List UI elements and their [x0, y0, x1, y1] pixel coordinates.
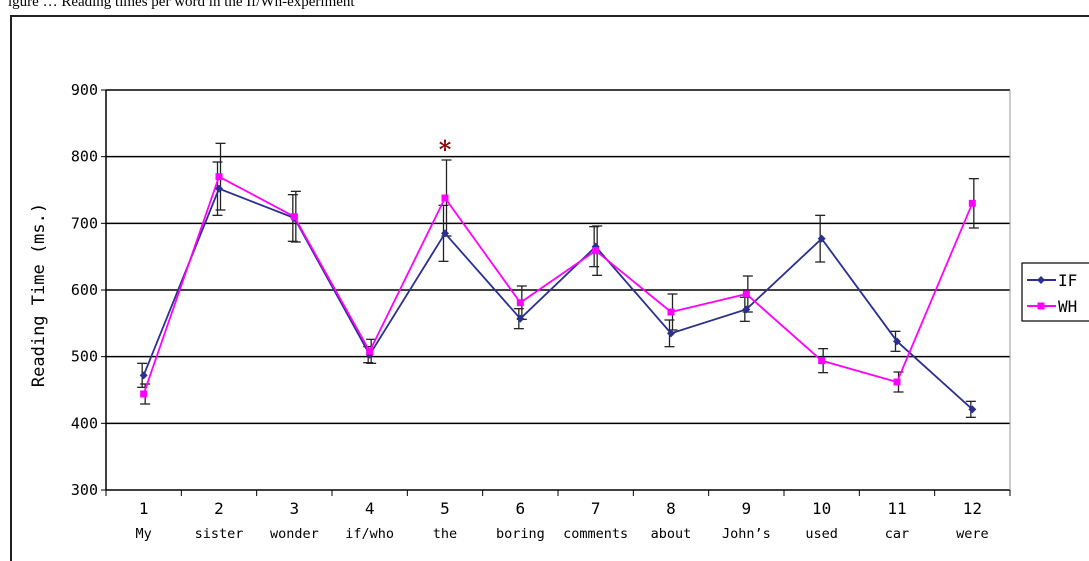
y-tick-label: 900 — [71, 81, 98, 99]
x-word-label: about — [651, 526, 692, 542]
legend-box — [1021, 262, 1089, 322]
significance-asterisk: * — [439, 135, 452, 164]
x-tick-label: 1 — [139, 499, 149, 518]
data-point-wh — [290, 213, 298, 221]
x-word-label: sister — [195, 526, 244, 542]
x-tick-label: 9 — [742, 499, 752, 518]
figure-caption: igure … Reading times per word in the If… — [8, 0, 355, 10]
x-word-label: John’s — [722, 526, 771, 542]
x-word-label: were — [956, 526, 989, 542]
annotations: * — [439, 135, 452, 164]
x-tick-label: 10 — [812, 499, 831, 518]
y-tick-label: 800 — [71, 148, 98, 166]
legend-label-if: IF — [1058, 271, 1077, 290]
y-tick-label: 400 — [71, 414, 98, 432]
y-tick-label: 500 — [71, 348, 98, 366]
data-point-wh — [742, 290, 750, 298]
x-tick-label: 4 — [365, 499, 375, 518]
x-word-label: used — [805, 526, 838, 542]
data-point-wh — [215, 173, 223, 181]
x-word-label: wonder — [270, 526, 319, 542]
data-point-wh — [818, 357, 826, 365]
series-lines — [142, 175, 974, 411]
series-line-if — [142, 187, 973, 411]
series-markers — [139, 173, 977, 414]
x-tick-label: 2 — [214, 499, 224, 518]
chart-frame — [10, 15, 1089, 561]
x-word-label: the — [433, 526, 457, 542]
data-point-if — [139, 371, 148, 380]
data-point-wh — [516, 299, 524, 307]
x-word-label: My — [136, 526, 152, 542]
series-line-wh — [142, 175, 974, 395]
data-point-wh — [893, 378, 901, 386]
legend: IF WH — [1021, 262, 1089, 322]
legend-marker-if — [1037, 276, 1045, 284]
x-tick-label: 12 — [963, 499, 982, 518]
legend-marker-wh — [1037, 302, 1045, 310]
x-tick-label: 11 — [887, 499, 906, 518]
y-tick-label: 300 — [71, 481, 98, 499]
data-point-wh — [968, 199, 976, 207]
y-tick-label: 600 — [71, 281, 98, 299]
data-point-wh — [140, 390, 148, 398]
data-point-wh — [441, 194, 449, 202]
data-point-wh — [667, 308, 675, 316]
data-point-if — [742, 305, 751, 314]
x-tick-label: 3 — [290, 499, 300, 518]
grid-lines — [106, 89, 1010, 425]
x-tick-label: 8 — [666, 499, 676, 518]
x-word-label: boring — [496, 526, 545, 542]
data-point-if — [516, 314, 525, 323]
data-point-if — [667, 329, 675, 338]
x-tick-label: 5 — [440, 499, 450, 518]
x-tick-labels: 1 My 2 sister 3 wonder 4 if/who 5 the 6 boring 7 comm… — [136, 499, 989, 542]
x-word-label: car — [885, 526, 909, 542]
y-tick-label: 700 — [71, 214, 98, 232]
x-word-label: comments — [563, 526, 628, 542]
data-point-if — [893, 337, 901, 346]
data-point-if — [817, 234, 826, 243]
x-word-label: if/who — [345, 526, 394, 542]
data-point-wh — [592, 247, 600, 255]
x-tick-label: 7 — [591, 499, 601, 518]
data-point-if — [968, 405, 977, 414]
y-axis-label: Reading Time (ms.) — [29, 203, 49, 387]
legend-label-wh: WH — [1058, 297, 1077, 316]
x-tick-label: 6 — [516, 499, 526, 518]
data-point-if — [441, 229, 449, 238]
y-tick-labels: 300 400 500 600 700 800 900 — [71, 81, 98, 499]
data-point-if — [215, 184, 223, 193]
axes — [101, 89, 1011, 496]
data-point-wh — [366, 347, 374, 355]
